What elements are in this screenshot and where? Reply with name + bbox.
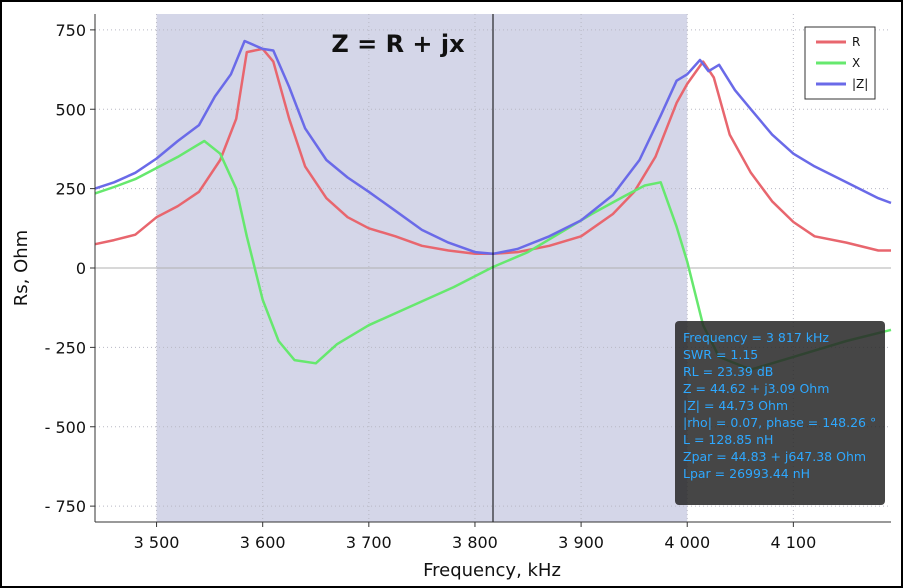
cursor-info-line: Z = 44.62 + j3.09 Ohm	[683, 381, 829, 396]
legend-label: |Z|	[852, 77, 868, 91]
y-tick-label: - 500	[45, 418, 86, 437]
cursor-info-line: Zpar = 44.83 + j647.38 Ohm	[683, 449, 866, 464]
cursor-info-line: Frequency = 3 817 kHz	[683, 330, 829, 345]
x-tick-label: 3 800	[452, 533, 498, 552]
cursor-info-box	[675, 321, 885, 505]
cursor-info-line: RL = 23.39 dB	[683, 364, 773, 379]
cursor-info-line: L = 128.85 nH	[683, 432, 773, 447]
cursor-info-line: |Z| = 44.73 Ohm	[683, 398, 788, 413]
y-axis-title: Rs, Ohm	[11, 230, 32, 306]
x-tick-label: 4 000	[664, 533, 710, 552]
y-tick-label: - 250	[45, 338, 86, 357]
x-tick-label: 4 100	[770, 533, 816, 552]
series-line-r	[94, 47, 891, 256]
y-tick-label: 250	[55, 180, 86, 199]
cursor-info-line: Lpar = 26993.44 nH	[683, 466, 810, 481]
x-tick-label: 3 700	[346, 533, 392, 552]
x-axis-title: Frequency, kHz	[423, 560, 561, 581]
y-tick-label: 500	[55, 100, 86, 119]
chart-title: Z = R + jx	[331, 30, 465, 58]
cursor-info-line: SWR = 1.15	[683, 347, 758, 362]
x-tick-label: 3 500	[134, 533, 180, 552]
x-tick-label: 3 600	[240, 533, 286, 552]
legend-label: R	[852, 35, 860, 49]
y-tick-label: 0	[76, 259, 86, 278]
series-line-z	[94, 39, 892, 256]
legend-label: X	[852, 56, 860, 70]
x-tick-label: 3 900	[558, 533, 604, 552]
y-tick-label: 750	[55, 21, 86, 40]
series-line-x	[94, 139, 892, 371]
y-tick-label: - 750	[45, 497, 86, 516]
cursor-info-line: |rho| = 0.07, phase = 148.26 °	[683, 415, 876, 430]
